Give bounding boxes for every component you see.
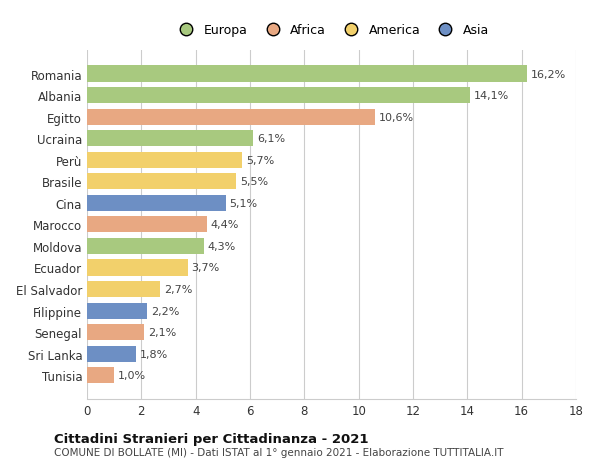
Text: Cittadini Stranieri per Cittadinanza - 2021: Cittadini Stranieri per Cittadinanza - 2… (54, 432, 368, 445)
Bar (87, 217, 206, 233)
Bar (87, 238, 204, 254)
Bar (87, 325, 144, 341)
Bar (87, 260, 188, 276)
Text: 5,5%: 5,5% (241, 177, 269, 187)
Bar (87, 367, 114, 383)
Text: 14,1%: 14,1% (474, 91, 509, 101)
Legend: Europa, Africa, America, Asia: Europa, Africa, America, Asia (172, 22, 491, 40)
Bar (87, 88, 470, 104)
Text: 2,2%: 2,2% (151, 306, 179, 316)
Bar (87, 196, 226, 212)
Bar (87, 109, 375, 125)
Text: 6,1%: 6,1% (257, 134, 285, 144)
Text: 1,8%: 1,8% (140, 349, 168, 359)
Text: 1,0%: 1,0% (118, 370, 146, 381)
Bar (87, 152, 242, 168)
Bar (87, 174, 236, 190)
Text: 2,7%: 2,7% (164, 285, 193, 294)
Text: COMUNE DI BOLLATE (MI) - Dati ISTAT al 1° gennaio 2021 - Elaborazione TUTTITALIA: COMUNE DI BOLLATE (MI) - Dati ISTAT al 1… (54, 448, 503, 458)
Text: 3,7%: 3,7% (191, 263, 220, 273)
Bar (87, 67, 527, 83)
Bar (87, 346, 136, 362)
Text: 10,6%: 10,6% (379, 112, 414, 123)
Text: 4,4%: 4,4% (211, 220, 239, 230)
Text: 4,3%: 4,3% (208, 241, 236, 252)
Text: 16,2%: 16,2% (531, 69, 566, 79)
Text: 5,1%: 5,1% (230, 198, 258, 208)
Bar (87, 131, 253, 147)
Text: 5,7%: 5,7% (246, 156, 274, 165)
Bar (87, 303, 147, 319)
Text: 2,1%: 2,1% (148, 327, 176, 337)
Bar (87, 281, 160, 297)
